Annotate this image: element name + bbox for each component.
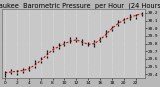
Point	[33, 61, 36, 62]
Point	[111, 29, 113, 31]
Point	[99, 41, 101, 42]
Point	[57, 43, 60, 44]
Point	[69, 37, 72, 38]
Point	[57, 48, 60, 49]
Point	[117, 25, 119, 26]
Point	[87, 42, 89, 44]
Point	[105, 35, 107, 37]
Point	[140, 12, 143, 14]
Point	[33, 66, 36, 67]
Title: Milwaukee  Barometric Pressure  per Hour  (24 Hours): Milwaukee Barometric Pressure per Hour (…	[0, 2, 160, 9]
Point	[87, 44, 89, 46]
Point	[57, 44, 60, 46]
Point	[33, 62, 36, 64]
Point	[134, 17, 137, 18]
Point	[39, 61, 42, 63]
Point	[10, 70, 12, 71]
Point	[75, 38, 78, 39]
Point	[93, 45, 95, 47]
Point	[45, 51, 48, 52]
Point	[111, 26, 113, 27]
Point	[128, 16, 131, 17]
Point	[93, 43, 95, 44]
Point	[117, 21, 119, 23]
Point	[123, 18, 125, 20]
Point	[75, 41, 78, 42]
Point	[22, 68, 24, 70]
Point	[4, 75, 6, 77]
Point	[4, 74, 6, 75]
Point	[117, 20, 119, 21]
Point	[81, 44, 84, 45]
Point	[93, 41, 95, 42]
Point	[16, 71, 18, 72]
Point	[140, 15, 143, 16]
Point	[63, 44, 66, 46]
Point	[69, 39, 72, 41]
Point	[69, 41, 72, 43]
Point	[134, 14, 137, 15]
Point	[105, 30, 107, 31]
Point	[10, 72, 12, 73]
Point	[123, 21, 125, 23]
Point	[51, 51, 54, 52]
Point	[4, 71, 6, 73]
Point	[45, 52, 48, 54]
Point	[128, 18, 131, 20]
Point	[51, 47, 54, 48]
Point	[28, 66, 30, 67]
Point	[63, 41, 66, 43]
Point	[81, 41, 84, 43]
Point	[16, 73, 18, 74]
Point	[22, 71, 24, 73]
Point	[128, 15, 131, 16]
Point	[28, 69, 30, 70]
Point	[39, 58, 42, 59]
Point	[105, 32, 107, 34]
Point	[81, 39, 84, 41]
Point	[45, 56, 48, 57]
Point	[99, 38, 101, 39]
